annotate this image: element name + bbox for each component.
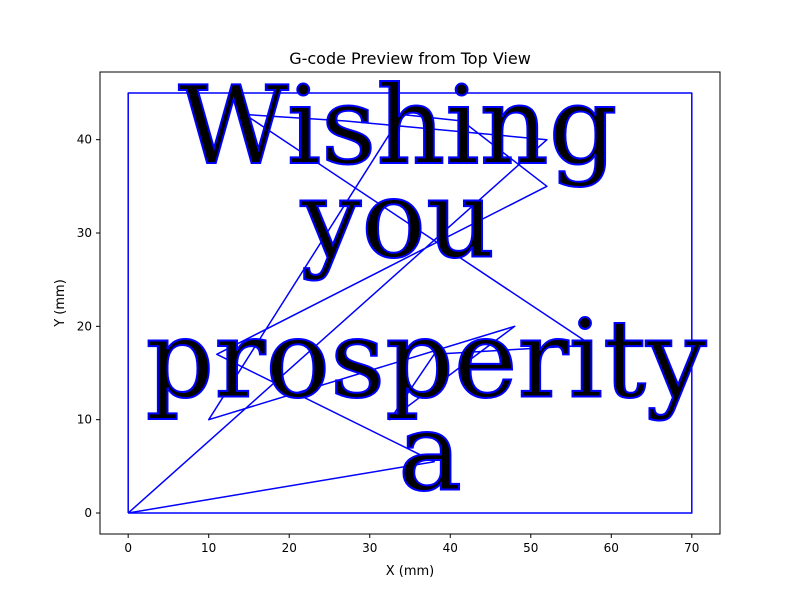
x-axis: 0 10 20 30 40 50 60 70 [124, 534, 699, 555]
travel-path [127, 113, 592, 514]
x-tick-label: 30 [362, 541, 377, 555]
x-tick-label: 60 [604, 541, 619, 555]
x-tick-label: 40 [443, 541, 458, 555]
y-tick-label: 10 [77, 413, 92, 427]
y-tick-label: 30 [77, 226, 92, 240]
engraved-text-line: a [398, 391, 462, 516]
y-tick-label: 20 [77, 319, 92, 333]
x-tick-label: 20 [282, 541, 297, 555]
y-axis: 0 10 20 30 40 [77, 133, 100, 520]
y-axis-label: Y (mm) [53, 279, 68, 328]
x-tick-label: 0 [124, 541, 132, 555]
chart-title: G-code Preview from Top View [289, 49, 531, 68]
engraved-text-line: you [300, 157, 495, 282]
x-axis-label: X (mm) [386, 564, 435, 579]
bed-boundary-path [127, 92, 693, 514]
y-tick-label: 40 [77, 133, 92, 147]
engraved-text-line: prosperity [146, 297, 708, 422]
x-tick-label: 70 [684, 541, 699, 555]
engraved-text-line: Wishing [178, 64, 617, 189]
toolpath-lines [127, 92, 693, 514]
y-tick-label: 0 [84, 506, 92, 520]
plot-area [99, 71, 721, 535]
x-tick-label: 10 [201, 541, 216, 555]
x-tick-label: 50 [523, 541, 538, 555]
